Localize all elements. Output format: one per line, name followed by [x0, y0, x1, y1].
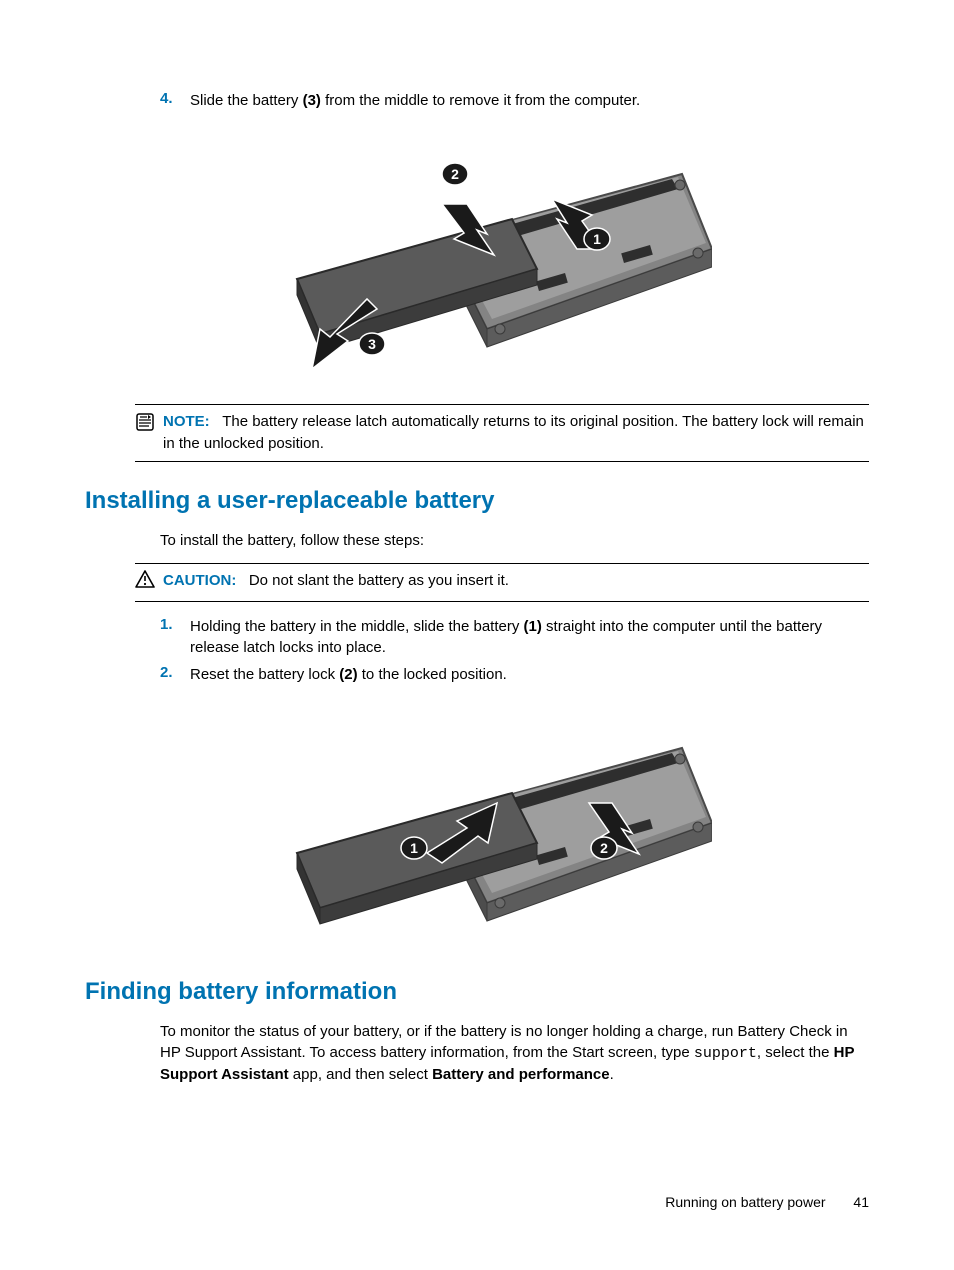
finding-paragraph: To monitor the status of your battery, o…	[160, 1021, 869, 1085]
svg-text:3: 3	[368, 336, 376, 352]
step-text: Slide the battery (3) from the middle to…	[190, 90, 869, 111]
page-footer: Running on battery power 41	[665, 1194, 869, 1210]
note-callout: NOTE: The battery release latch automati…	[135, 404, 869, 462]
note-icon	[135, 411, 163, 455]
caution-icon	[135, 570, 163, 595]
svg-text:2: 2	[451, 166, 459, 182]
install-step-2: 2. Reset the battery lock (2) to the loc…	[160, 664, 869, 685]
section-heading-install: Installing a user-replaceable battery	[85, 487, 869, 515]
step-number: 2.	[160, 664, 190, 685]
caution-text: CAUTION: Do not slant the battery as you…	[163, 570, 509, 595]
svg-text:1: 1	[593, 231, 601, 247]
step-4: 4. Slide the battery (3) from the middle…	[160, 90, 869, 111]
step-text: Reset the battery lock (2) to the locked…	[190, 664, 869, 685]
step-text: Holding the battery in the middle, slide…	[190, 616, 869, 658]
caution-callout: CAUTION: Do not slant the battery as you…	[135, 563, 869, 602]
document-page: 4. Slide the battery (3) from the middle…	[0, 0, 954, 1270]
battery-removal-diagram: 1 2 3	[85, 119, 869, 394]
battery-install-diagram: 12	[85, 693, 869, 953]
section-heading-finding: Finding battery information	[85, 978, 869, 1006]
svg-text:1: 1	[410, 840, 418, 856]
step-number: 1.	[160, 616, 190, 658]
footer-section: Running on battery power	[665, 1194, 825, 1210]
note-text: NOTE: The battery release latch automati…	[163, 411, 869, 455]
install-intro: To install the battery, follow these ste…	[160, 530, 869, 551]
install-step-1: 1. Holding the battery in the middle, sl…	[160, 616, 869, 658]
svg-text:2: 2	[600, 840, 608, 856]
step-number: 4.	[160, 90, 190, 111]
page-number: 41	[853, 1194, 869, 1210]
